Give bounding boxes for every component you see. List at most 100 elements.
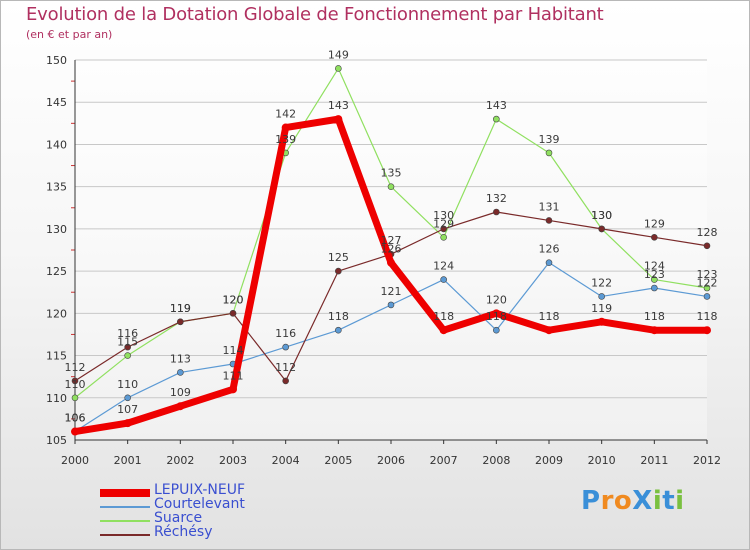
data-label: 121	[381, 285, 402, 298]
legend-label: Courtelevant	[154, 496, 245, 512]
data-point	[598, 293, 605, 300]
x-tick-label: 2010	[588, 454, 616, 467]
x-tick-label: 2011	[640, 454, 668, 467]
data-point	[545, 259, 553, 266]
data-point	[493, 326, 500, 334]
data-label: 128	[697, 226, 718, 239]
data-point	[493, 115, 500, 123]
data-label: 125	[328, 251, 349, 264]
data-point	[545, 217, 553, 224]
data-label: 113	[170, 352, 191, 365]
data-point	[598, 225, 605, 233]
data-label: 130	[591, 209, 612, 222]
logo-letter: i	[675, 486, 685, 516]
data-point	[281, 123, 290, 132]
data-label: 127	[381, 234, 402, 247]
data-point	[177, 318, 184, 326]
y-tick-label: 105	[46, 434, 67, 447]
legend-label: LEPUIX-NEUF	[154, 482, 246, 498]
data-point	[71, 427, 79, 436]
data-label: 143	[486, 99, 507, 112]
data-point	[439, 326, 448, 335]
data-label: 135	[381, 167, 402, 180]
data-label: 130	[591, 209, 612, 222]
logo-letter: r	[600, 486, 614, 516]
data-point	[440, 276, 447, 283]
data-point	[229, 310, 237, 317]
x-tick-label: 2002	[166, 454, 194, 467]
x-tick-label: 2007	[430, 454, 458, 467]
data-point	[597, 317, 606, 326]
data-label: 115	[117, 336, 138, 349]
data-point	[335, 267, 342, 275]
data-point	[545, 326, 553, 335]
data-label: 123	[697, 268, 718, 281]
data-label: 112	[65, 361, 86, 374]
logo-letter: o	[613, 486, 633, 516]
data-label: 118	[486, 310, 507, 323]
data-point	[124, 352, 131, 359]
data-label: 118	[697, 310, 718, 323]
data-point	[493, 208, 500, 216]
data-label: 119	[591, 302, 612, 315]
data-label: 143	[328, 99, 349, 112]
data-label: 119	[170, 302, 191, 315]
data-point	[176, 402, 185, 411]
line-chart: 105 110 115 120 125 130 135 140 145 150 2000 2001 20…	[46, 48, 721, 467]
plot-area	[75, 60, 707, 440]
data-point	[440, 234, 447, 241]
data-label: 118	[328, 310, 349, 323]
data-label: 124	[433, 260, 454, 273]
data-label: 120	[223, 293, 244, 306]
data-point	[71, 394, 79, 402]
data-point	[335, 326, 342, 334]
x-tick-label: 2009	[535, 454, 563, 467]
data-label: 120	[486, 293, 507, 306]
y-tick-label: 145	[46, 96, 67, 109]
y-tick-label: 110	[46, 392, 67, 405]
data-label: 116	[275, 327, 296, 340]
data-label: 107	[117, 403, 138, 416]
data-point	[703, 284, 711, 292]
data-label: 106	[65, 412, 86, 425]
y-tick-label: 135	[46, 181, 67, 194]
x-tick-label: 2004	[272, 454, 300, 467]
data-label: 139	[275, 133, 296, 146]
data-point	[650, 326, 659, 335]
data-label: 112	[275, 361, 296, 374]
legend-label: Suarce	[154, 510, 203, 526]
data-label: 130	[433, 209, 454, 222]
data-point	[282, 343, 289, 351]
data-point	[335, 65, 342, 72]
chart-subtitle: (en € et par an)	[26, 28, 113, 41]
legend-swatch	[100, 520, 150, 522]
data-label: 120	[223, 293, 244, 306]
logo-letter: i	[652, 486, 663, 516]
data-label: 119	[170, 302, 191, 315]
data-label: 122	[591, 276, 612, 289]
x-tick-label: 2000	[61, 454, 89, 467]
data-point	[71, 377, 79, 385]
y-tick-label: 150	[46, 54, 67, 67]
data-point	[124, 394, 131, 402]
data-point	[123, 419, 132, 428]
data-point	[387, 258, 395, 267]
x-tick-label: 2003	[219, 454, 247, 467]
data-label: 124	[644, 260, 665, 273]
data-point	[703, 242, 711, 250]
data-point	[334, 115, 343, 124]
x-tick-label: 2005	[324, 454, 352, 467]
data-point	[229, 385, 237, 394]
data-label: 110	[117, 378, 138, 391]
proxiti-logo: ProXiti	[581, 486, 685, 516]
data-label: 139	[539, 133, 560, 146]
data-label: 116	[117, 327, 138, 340]
x-tick-label: 2012	[693, 454, 721, 467]
data-point	[124, 343, 131, 351]
data-point	[703, 326, 711, 335]
data-point	[703, 293, 711, 300]
data-label: 142	[275, 108, 296, 121]
data-label: 111	[223, 369, 244, 382]
data-label: 122	[697, 276, 718, 289]
